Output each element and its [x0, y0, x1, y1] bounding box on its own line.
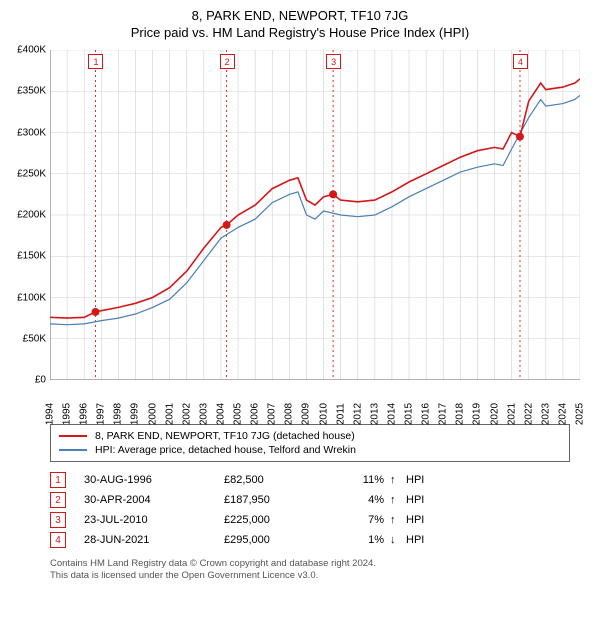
chart-container: 8, PARK END, NEWPORT, TF10 7JG Price pai…: [0, 0, 600, 593]
x-tick-label: 2014: [386, 403, 397, 425]
footer-line: Contains HM Land Registry data © Crown c…: [50, 558, 590, 570]
event-table: 1 30-AUG-1996 £82,500 11% ↑ HPI 2 30-APR…: [50, 470, 590, 550]
y-tick-label: £350K: [17, 86, 50, 97]
event-row: 3 23-JUL-2010 £225,000 7% ↑ HPI: [50, 510, 590, 530]
chart-marker-label: 1: [88, 54, 103, 69]
x-tick-label: 2004: [215, 403, 226, 425]
x-tick-label: 2016: [421, 403, 432, 425]
x-tick-label: 2018: [455, 403, 466, 425]
event-pct: 11%: [324, 474, 390, 486]
legend-item: HPI: Average price, detached house, Telf…: [59, 443, 561, 457]
legend-label: 8, PARK END, NEWPORT, TF10 7JG (detached…: [95, 430, 355, 442]
event-price: £82,500: [224, 474, 324, 486]
arrow-icon: ↑: [390, 514, 406, 526]
x-tick-label: 2022: [523, 403, 534, 425]
y-tick-label: £400K: [17, 45, 50, 56]
chart-area: 1234£0£50K£100K£150K£200K£250K£300K£350K…: [50, 50, 590, 380]
x-tick-label: 1996: [79, 403, 90, 425]
x-tick-label: 2011: [335, 403, 346, 425]
x-tick-label: 2000: [147, 403, 158, 425]
x-tick-label: 2025: [575, 403, 586, 425]
chart-marker-label: 3: [326, 54, 341, 69]
event-pct: 1%: [324, 534, 390, 546]
x-tick-label: 2005: [233, 403, 244, 425]
legend-swatch: [59, 449, 87, 451]
event-pct: 7%: [324, 514, 390, 526]
event-price: £225,000: [224, 514, 324, 526]
arrow-icon: ↑: [390, 474, 406, 486]
x-tick-label: 2009: [301, 403, 312, 425]
event-marker: 3: [50, 512, 66, 528]
footer-attribution: Contains HM Land Registry data © Crown c…: [50, 558, 590, 583]
x-tick-label: 1995: [62, 403, 73, 425]
x-tick-label: 2021: [506, 403, 517, 425]
y-tick-label: £250K: [17, 168, 50, 179]
legend-item: 8, PARK END, NEWPORT, TF10 7JG (detached…: [59, 429, 561, 443]
x-tick-label: 2012: [352, 403, 363, 425]
legend-label: HPI: Average price, detached house, Telf…: [95, 444, 356, 456]
y-tick-label: £150K: [17, 251, 50, 262]
event-price: £295,000: [224, 534, 324, 546]
event-hpi-label: HPI: [406, 474, 424, 486]
event-row: 1 30-AUG-1996 £82,500 11% ↑ HPI: [50, 470, 590, 490]
x-tick-label: 2023: [540, 403, 551, 425]
chart-marker-label: 4: [513, 54, 528, 69]
event-date: 28-JUN-2021: [84, 534, 224, 546]
legend: 8, PARK END, NEWPORT, TF10 7JG (detached…: [50, 424, 570, 462]
chart-marker-label: 2: [220, 54, 235, 69]
event-date: 30-APR-2004: [84, 494, 224, 506]
y-tick-label: £0: [35, 375, 50, 386]
event-date: 30-AUG-1996: [84, 474, 224, 486]
event-marker: 4: [50, 532, 66, 548]
event-row: 2 30-APR-2004 £187,950 4% ↑ HPI: [50, 490, 590, 510]
x-tick-label: 1997: [96, 403, 107, 425]
event-date: 23-JUL-2010: [84, 514, 224, 526]
event-row: 4 28-JUN-2021 £295,000 1% ↓ HPI: [50, 530, 590, 550]
y-tick-label: £100K: [17, 292, 50, 303]
event-hpi-label: HPI: [406, 514, 424, 526]
y-tick-label: £300K: [17, 127, 50, 138]
x-tick-label: 2006: [250, 403, 261, 425]
event-pct: 4%: [324, 494, 390, 506]
y-tick-label: £200K: [17, 210, 50, 221]
event-hpi-label: HPI: [406, 494, 424, 506]
event-marker: 2: [50, 492, 66, 508]
arrow-icon: ↓: [390, 534, 406, 546]
x-tick-label: 2010: [318, 403, 329, 425]
x-axis-labels: 1994199519961997199819992000200120022003…: [50, 386, 580, 420]
x-tick-label: 2020: [489, 403, 500, 425]
arrow-icon: ↑: [390, 494, 406, 506]
chart-title: 8, PARK END, NEWPORT, TF10 7JG: [10, 8, 590, 23]
event-hpi-label: HPI: [406, 534, 424, 546]
x-tick-label: 1999: [130, 403, 141, 425]
x-tick-label: 2007: [267, 403, 278, 425]
x-tick-label: 2019: [472, 403, 483, 425]
legend-swatch: [59, 435, 87, 437]
footer-line: This data is licensed under the Open Gov…: [50, 570, 590, 582]
x-tick-label: 2015: [404, 403, 415, 425]
event-price: £187,950: [224, 494, 324, 506]
x-tick-label: 2002: [181, 403, 192, 425]
x-tick-label: 1994: [45, 403, 56, 425]
chart-svg: [50, 50, 580, 380]
x-tick-label: 1998: [113, 403, 124, 425]
event-marker: 1: [50, 472, 66, 488]
y-tick-label: £50K: [23, 333, 50, 344]
chart-subtitle: Price paid vs. HM Land Registry's House …: [10, 25, 590, 40]
x-tick-label: 2003: [198, 403, 209, 425]
x-tick-label: 2001: [164, 403, 175, 425]
x-tick-label: 2017: [438, 403, 449, 425]
x-tick-label: 2008: [284, 403, 295, 425]
x-tick-label: 2013: [369, 403, 380, 425]
x-tick-label: 2024: [557, 403, 568, 425]
